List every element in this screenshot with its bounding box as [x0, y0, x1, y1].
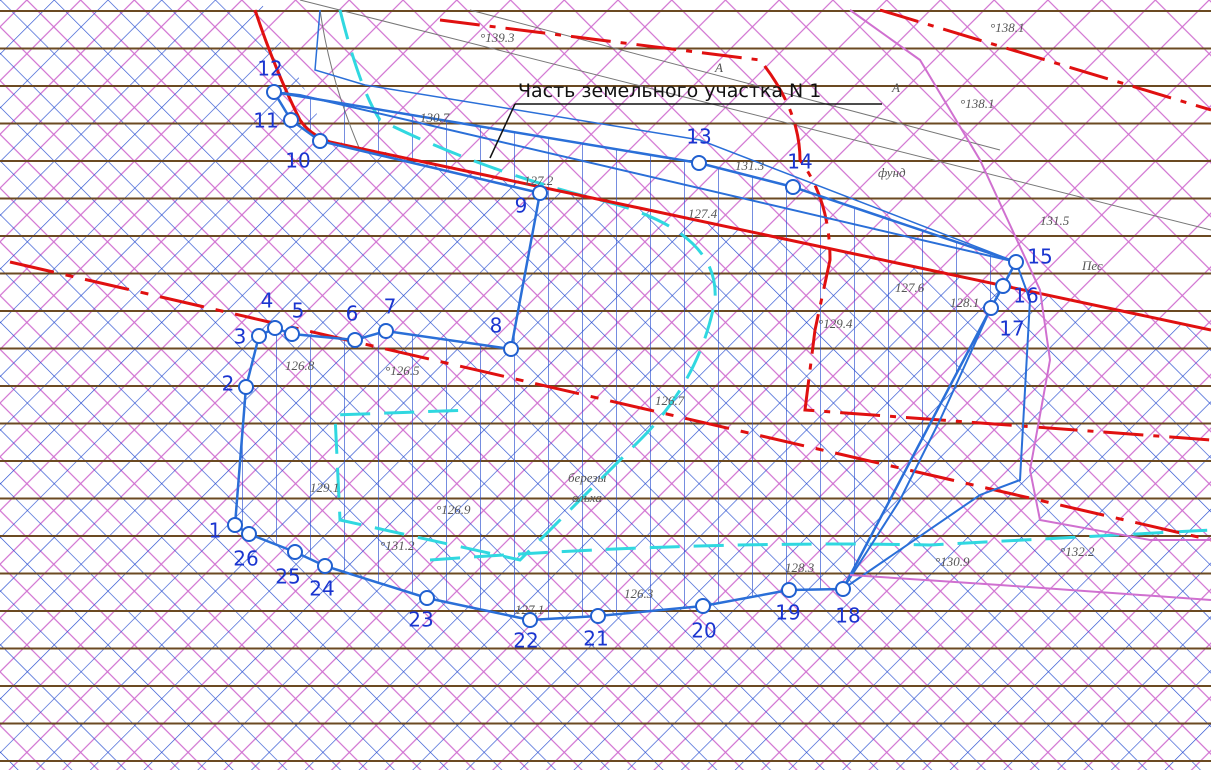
- point-marker: [287, 544, 303, 560]
- point-label: 6: [346, 302, 359, 326]
- point-label: 19: [775, 601, 800, 625]
- map-label: ольха: [572, 490, 602, 505]
- map-label: °138.1: [990, 20, 1024, 35]
- pink-boundary: [849, 9, 1211, 541]
- map-label: °126.5: [385, 363, 420, 378]
- map-label: °139.3: [480, 30, 515, 45]
- red-dashdot: [879, 8, 1211, 112]
- point-marker: [532, 185, 548, 201]
- point-label: 20: [691, 619, 716, 643]
- outer-boundary: [273, 91, 1032, 590]
- map-label: Пес: [1081, 258, 1103, 273]
- point-label: 10: [285, 149, 310, 173]
- red-dash-line: [9, 260, 1211, 542]
- point-marker: [283, 112, 299, 128]
- point-marker: [785, 179, 801, 195]
- callout-leader: [489, 103, 516, 159]
- point-label: 2: [222, 372, 235, 396]
- point-label: 16: [1013, 284, 1038, 308]
- point-label: 7: [384, 295, 397, 319]
- point-marker: [503, 341, 519, 357]
- point-marker: [695, 598, 711, 614]
- inner-line: [842, 307, 992, 590]
- point-label: 22: [513, 629, 538, 653]
- point-marker: [419, 590, 435, 606]
- point-marker: [983, 300, 999, 316]
- point-label: 3: [234, 325, 247, 349]
- map-label: °131.2: [380, 538, 415, 553]
- cyan-boundary: [429, 528, 1211, 562]
- map-label: °129.4: [818, 316, 853, 331]
- map-label: березы: [568, 470, 606, 485]
- point-marker: [691, 155, 707, 171]
- point-label: 9: [515, 194, 528, 218]
- point-label: 18: [835, 604, 860, 628]
- map-label: 130.7: [420, 110, 450, 125]
- point-label: 17: [999, 317, 1024, 341]
- point-marker: [284, 326, 300, 342]
- point-label: 4: [261, 289, 274, 313]
- map-label: 126.3: [624, 586, 654, 601]
- red-dashdot: [439, 18, 1211, 442]
- point-label: 25: [275, 565, 300, 589]
- point-marker: [1008, 254, 1024, 270]
- point-label: 15: [1027, 245, 1052, 269]
- point-marker: [312, 133, 328, 149]
- map-label: 128.1: [950, 295, 979, 310]
- point-marker: [317, 558, 333, 574]
- map-label: 127.6: [895, 280, 925, 295]
- point-label: 23: [408, 608, 433, 632]
- point-label: 26: [233, 547, 258, 571]
- callout-text: Часть земельного участка N 1: [518, 80, 821, 102]
- point-label: 24: [309, 577, 334, 601]
- map-label: °132.2: [1060, 544, 1095, 559]
- map-label: А: [891, 80, 900, 95]
- point-label: 8: [490, 314, 503, 338]
- point-marker: [781, 582, 797, 598]
- point-marker: [835, 581, 851, 597]
- point-label: 12: [257, 57, 282, 81]
- pink-boundary: [849, 574, 1211, 601]
- map-label: 131.5: [1040, 213, 1070, 228]
- point-label: 5: [292, 299, 305, 323]
- map-label: 131.3: [735, 158, 765, 173]
- map-label: 127.1: [515, 602, 544, 617]
- outer-boundary: [314, 9, 1017, 263]
- point-marker: [378, 323, 394, 339]
- map-label: °126.9: [436, 502, 471, 517]
- point-marker: [241, 526, 257, 542]
- point-marker: [347, 332, 363, 348]
- point-marker: [238, 379, 254, 395]
- map-label: °130.9: [935, 554, 970, 569]
- map-label: 127.4: [688, 206, 718, 221]
- map-label: 128.3: [785, 560, 815, 575]
- point-marker: [267, 320, 283, 336]
- point-label: 21: [583, 627, 608, 651]
- point-marker: [227, 517, 243, 533]
- point-label: 13: [686, 125, 711, 149]
- map-label: °138.1: [960, 96, 994, 111]
- point-marker: [522, 612, 538, 628]
- point-marker: [590, 608, 606, 624]
- point-label: 11: [253, 109, 278, 133]
- map-label: 127.2: [524, 173, 554, 188]
- map-label: 129.1: [310, 480, 339, 495]
- map-label: 126.7: [655, 393, 685, 408]
- map-label: 126.8: [285, 358, 315, 373]
- point-label: 1: [209, 519, 222, 543]
- point-marker: [266, 84, 282, 100]
- point-label: 14: [787, 150, 812, 174]
- point-marker: [995, 278, 1011, 294]
- map-label: А: [714, 60, 723, 75]
- map-label: фунд: [878, 165, 906, 180]
- point-marker: [251, 328, 267, 344]
